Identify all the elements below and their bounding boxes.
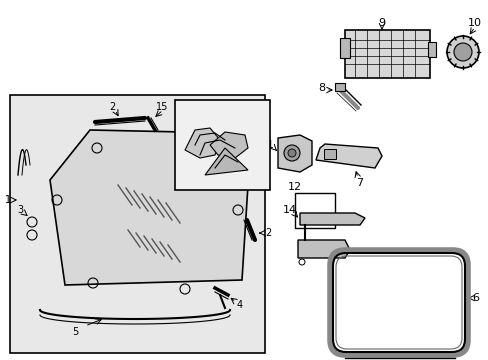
Bar — [175, 100, 269, 190]
Circle shape — [287, 149, 295, 157]
Text: 15: 15 — [156, 102, 168, 112]
Text: 13: 13 — [179, 107, 191, 117]
Text: 4: 4 — [237, 300, 243, 310]
Text: 6: 6 — [471, 293, 479, 303]
Polygon shape — [315, 144, 381, 168]
Polygon shape — [50, 130, 247, 285]
Polygon shape — [297, 240, 349, 258]
Text: 2: 2 — [109, 102, 115, 112]
Polygon shape — [184, 128, 220, 158]
Bar — [10, 95, 264, 353]
Bar — [294, 193, 334, 228]
Polygon shape — [299, 213, 364, 225]
Circle shape — [284, 145, 299, 161]
Bar — [345, 30, 429, 78]
Bar — [339, 38, 349, 58]
Text: 1: 1 — [5, 195, 11, 205]
Text: 2: 2 — [264, 228, 270, 238]
Text: 11: 11 — [261, 140, 274, 150]
Bar — [324, 149, 335, 159]
Text: 5: 5 — [72, 327, 78, 337]
Polygon shape — [278, 135, 311, 172]
Text: 8: 8 — [318, 83, 325, 93]
Circle shape — [453, 43, 471, 61]
Text: 9: 9 — [378, 18, 385, 28]
Text: 10: 10 — [467, 18, 481, 28]
Text: 7: 7 — [356, 178, 363, 188]
Bar — [334, 83, 345, 91]
Bar — [427, 42, 435, 57]
Polygon shape — [209, 132, 247, 158]
Text: 12: 12 — [287, 182, 302, 192]
Text: 3: 3 — [17, 205, 23, 215]
Circle shape — [446, 36, 478, 68]
Text: 14: 14 — [283, 205, 296, 215]
Polygon shape — [204, 148, 247, 175]
